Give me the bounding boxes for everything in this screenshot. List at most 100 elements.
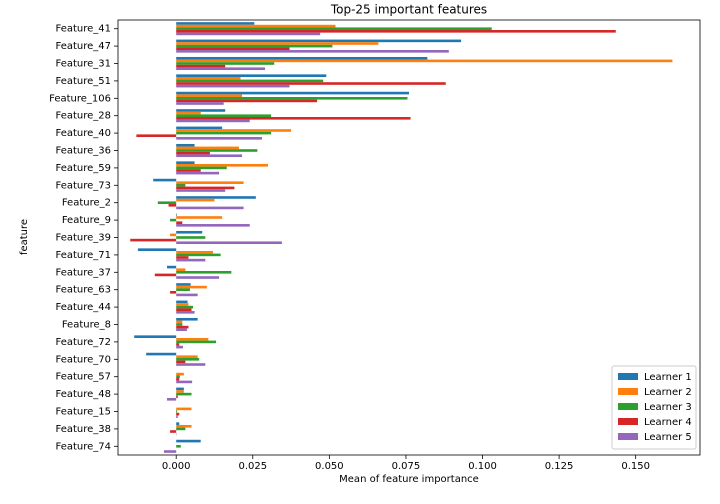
y-tick-label: Feature_39 (55, 233, 111, 244)
bar (176, 250, 213, 254)
bar (176, 137, 262, 140)
bar (176, 143, 195, 147)
bar (176, 181, 244, 184)
bar (176, 79, 324, 83)
bar (176, 22, 255, 25)
bar (176, 241, 282, 245)
bar (176, 355, 198, 358)
bar (176, 42, 379, 45)
bar (176, 407, 192, 411)
bar (176, 50, 449, 53)
bar (176, 270, 232, 274)
bar (176, 161, 195, 164)
y-tick-label: Feature_72 (55, 337, 111, 348)
bar (176, 360, 186, 364)
bar (176, 323, 183, 326)
bar (176, 444, 181, 448)
bar (176, 99, 318, 103)
y-tick-label: Feature_31 (55, 59, 111, 70)
bar (153, 178, 177, 182)
bar (176, 340, 217, 344)
bar (176, 102, 224, 105)
bar (176, 129, 292, 132)
bar (176, 62, 275, 65)
bar (130, 238, 177, 242)
x-axis-label: Mean of feature importance (339, 474, 479, 485)
bar (176, 293, 198, 297)
bar (176, 288, 190, 292)
bar (176, 345, 183, 349)
y-tick-label: Feature_59 (55, 163, 111, 174)
bar (154, 273, 177, 277)
x-tick-label: 0.125 (545, 461, 574, 472)
y-tick-label: Feature_106 (49, 93, 111, 104)
y-tick-label: Feature_37 (55, 267, 111, 278)
bar (176, 59, 673, 63)
bar (176, 186, 235, 190)
y-tick-label: Feature_70 (55, 354, 111, 365)
y-tick-label: Feature_8 (62, 320, 111, 331)
bar (176, 189, 226, 192)
bar (176, 206, 244, 210)
y-tick-label: Feature_57 (55, 372, 111, 383)
legend-swatch (618, 388, 638, 395)
y-tick-label: Feature_41 (55, 24, 111, 35)
bar (176, 163, 269, 167)
y-tick-label: Feature_73 (55, 180, 111, 191)
bar (176, 268, 186, 271)
y-tick-label: Feature_9 (62, 215, 111, 226)
y-tick-label: Feature_36 (55, 146, 111, 157)
bar (176, 96, 408, 100)
bar (176, 56, 428, 60)
legend-label: Learner 1 (644, 372, 692, 383)
bar (176, 196, 256, 199)
bar (176, 422, 180, 425)
bar (176, 258, 206, 262)
bar (176, 151, 210, 155)
legend-swatch (618, 403, 638, 410)
bar (176, 47, 290, 51)
legend-label: Learner 3 (644, 402, 692, 413)
bar (163, 450, 177, 453)
bar (176, 395, 178, 399)
bar (176, 415, 178, 419)
y-tick-label: Feature_40 (55, 128, 111, 139)
bar (167, 398, 177, 401)
bar (176, 109, 226, 112)
bar (176, 169, 201, 172)
bar (176, 276, 220, 279)
bar (176, 166, 227, 170)
bar (176, 183, 186, 187)
bar (170, 233, 177, 237)
bar (176, 154, 243, 158)
bar (170, 430, 177, 433)
bar (176, 236, 206, 239)
legend-box (611, 365, 697, 450)
bar (176, 171, 220, 175)
bar (176, 32, 321, 36)
legend-label: Learner 5 (644, 432, 692, 443)
bar (176, 317, 198, 321)
bar (176, 30, 616, 33)
bar (176, 357, 200, 361)
bar (176, 320, 183, 324)
bar (176, 111, 201, 115)
bar (176, 253, 221, 257)
bar (176, 221, 183, 225)
bar (176, 230, 203, 234)
bar (137, 248, 177, 251)
bar (176, 149, 258, 152)
bar (176, 224, 250, 227)
bar (176, 380, 193, 384)
bar (176, 74, 327, 77)
y-tick-label: Feature_47 (55, 41, 111, 52)
bar (176, 424, 192, 428)
y-tick-label: Feature_2 (62, 198, 111, 209)
bar (170, 218, 177, 222)
bar (176, 82, 446, 85)
bar (176, 126, 223, 130)
legend-swatch (618, 433, 638, 440)
bar (176, 390, 184, 393)
y-axis-label: feature (19, 219, 30, 255)
